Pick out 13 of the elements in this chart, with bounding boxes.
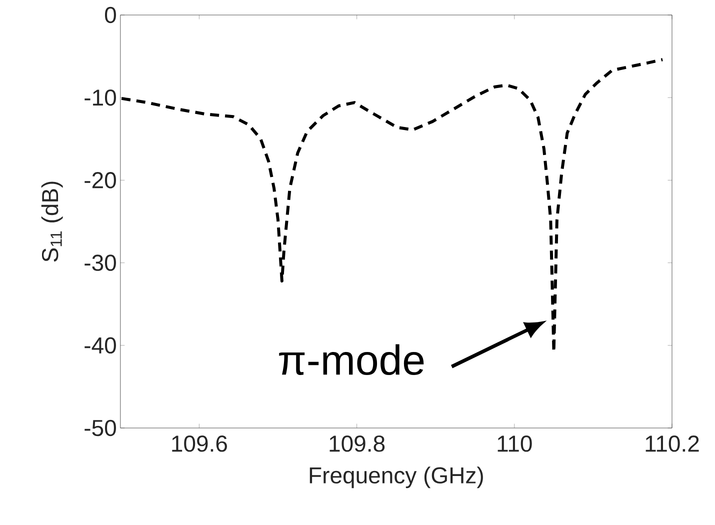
y-tick-label: -30 bbox=[84, 254, 116, 271]
y-tick-label: 0 bbox=[104, 6, 116, 24]
annotation: π-mode bbox=[279, 344, 424, 376]
y-tick-label: -50 bbox=[84, 420, 116, 436]
x-tick-label: 110 bbox=[498, 436, 532, 452]
y-tick-label: -20 bbox=[84, 172, 116, 188]
y-axis-title: S$_{11}$ (dB) bbox=[41, 182, 63, 262]
x-tick-label: 110.2 bbox=[646, 436, 699, 452]
x-axis-title: Frequency (GHz) bbox=[310, 466, 483, 488]
x-tick-label: 109.8 bbox=[330, 436, 385, 452]
x-tick-label: 109.6 bbox=[172, 436, 227, 452]
y-tick-label: -40 bbox=[84, 337, 116, 354]
y-tick-label: -10 bbox=[84, 89, 116, 106]
